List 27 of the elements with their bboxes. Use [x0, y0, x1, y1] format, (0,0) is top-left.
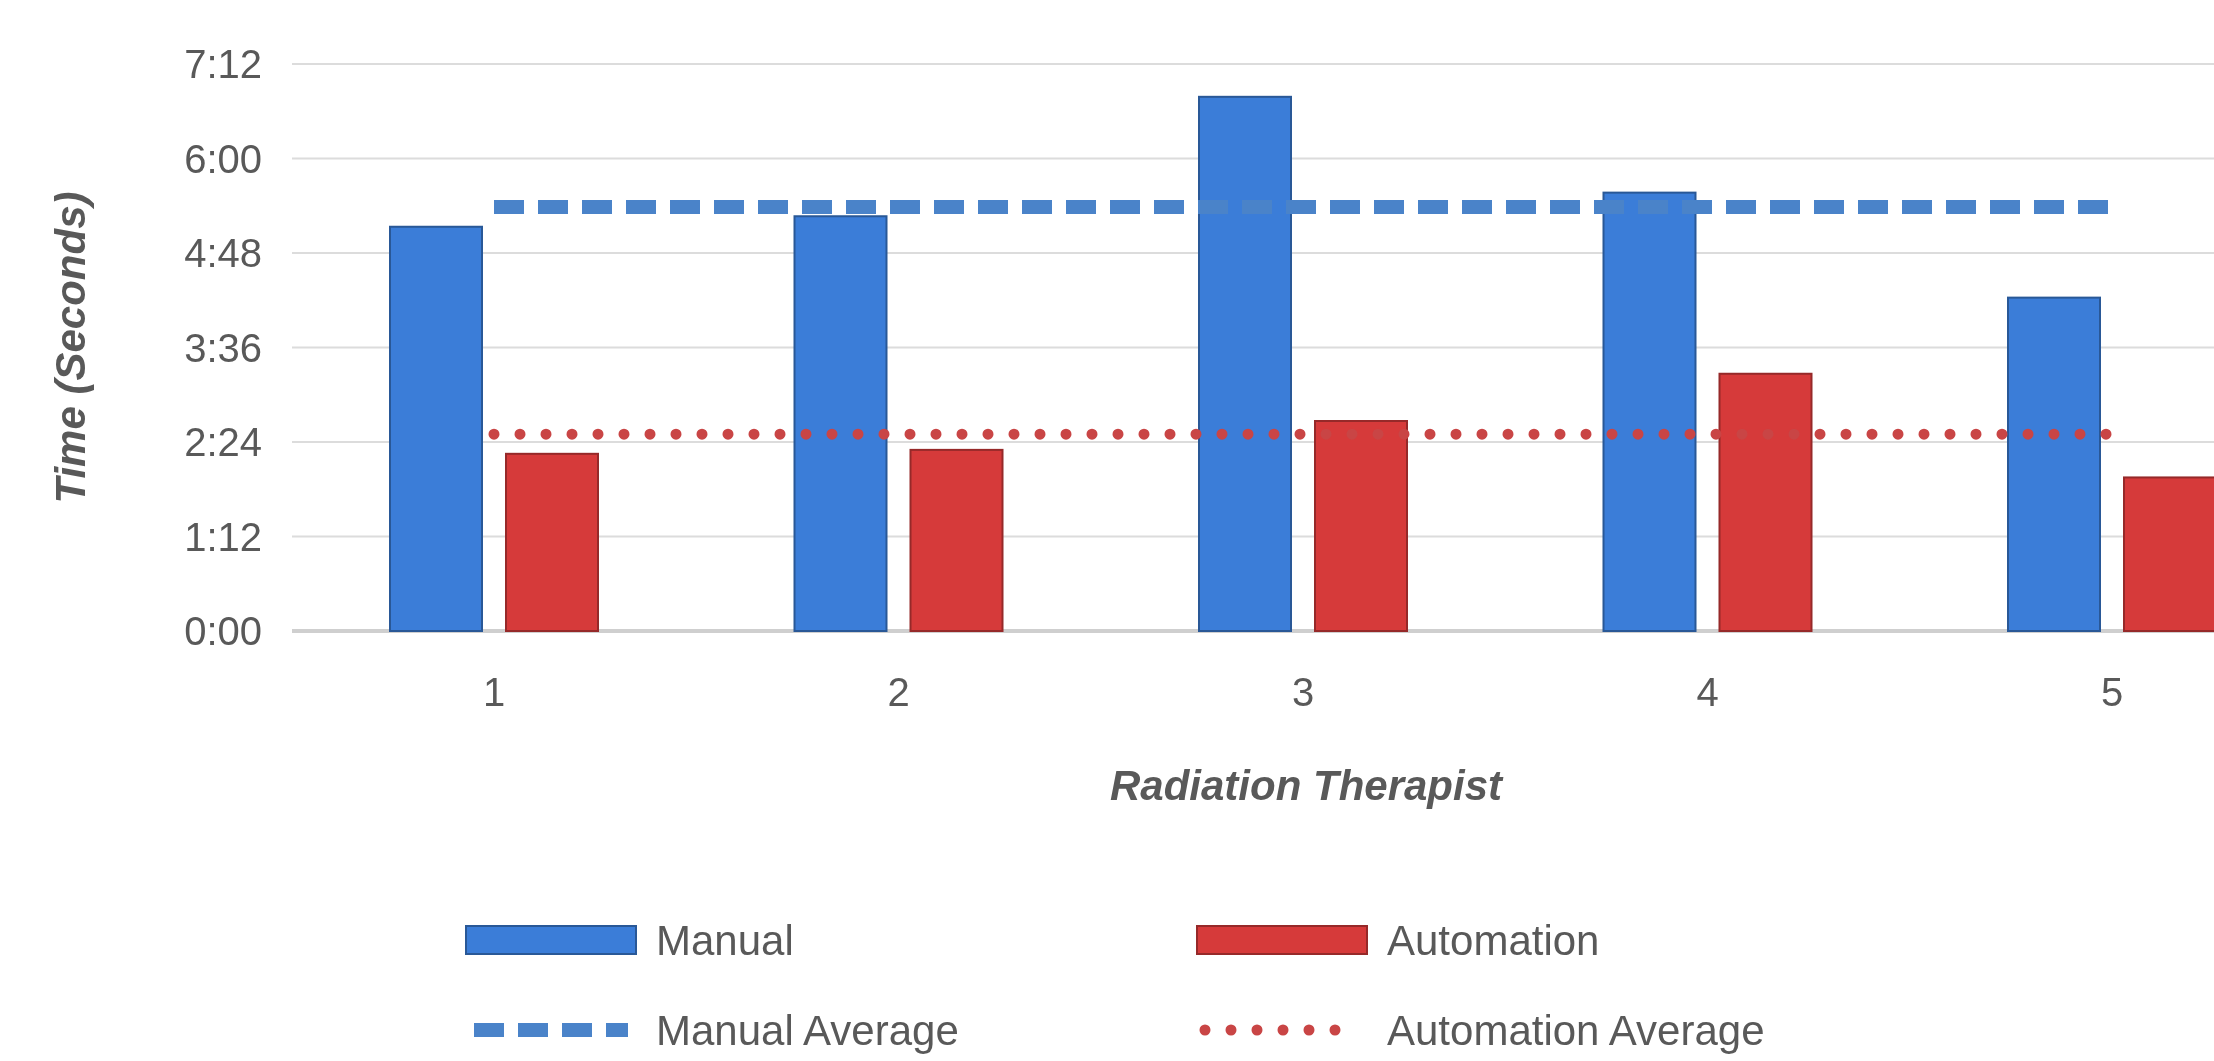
y-tick-label: 0:00 [184, 609, 262, 653]
bar [1602, 191, 1697, 632]
y-tick-label: 6:00 [184, 136, 262, 181]
y-tick-label: 3:36 [184, 325, 262, 370]
y-tick-label: 7:12 [184, 42, 262, 86]
x-tick-label: 1 [482, 670, 506, 714]
bar [1314, 420, 1408, 632]
bar [389, 225, 483, 632]
bar [1198, 95, 1292, 632]
bar [1718, 372, 1813, 632]
legend-label: Manual [656, 916, 794, 964]
legend-label: Automation Average [1387, 1006, 1765, 1054]
legend-label: Automation [1387, 916, 1600, 964]
bar [909, 448, 1004, 632]
x-tick-label: 4 [1696, 670, 1719, 714]
y-tick-label: 2:24 [184, 420, 262, 464]
bar [505, 452, 599, 632]
x-tick-label: 5 [2100, 670, 2124, 714]
x-tick-label: 3 [1291, 670, 1315, 714]
x-tick-label: 2 [887, 670, 910, 714]
x-axis-title: Radiation Therapist [1109, 762, 1505, 809]
y-tick-label: 1:12 [184, 514, 262, 559]
legend-label: Manual Average [656, 1006, 959, 1054]
bar [793, 215, 888, 632]
y-tick-label: 4:48 [184, 231, 262, 275]
y-axis-title: Time (Seconds) [46, 191, 94, 504]
bar [2007, 296, 2101, 632]
